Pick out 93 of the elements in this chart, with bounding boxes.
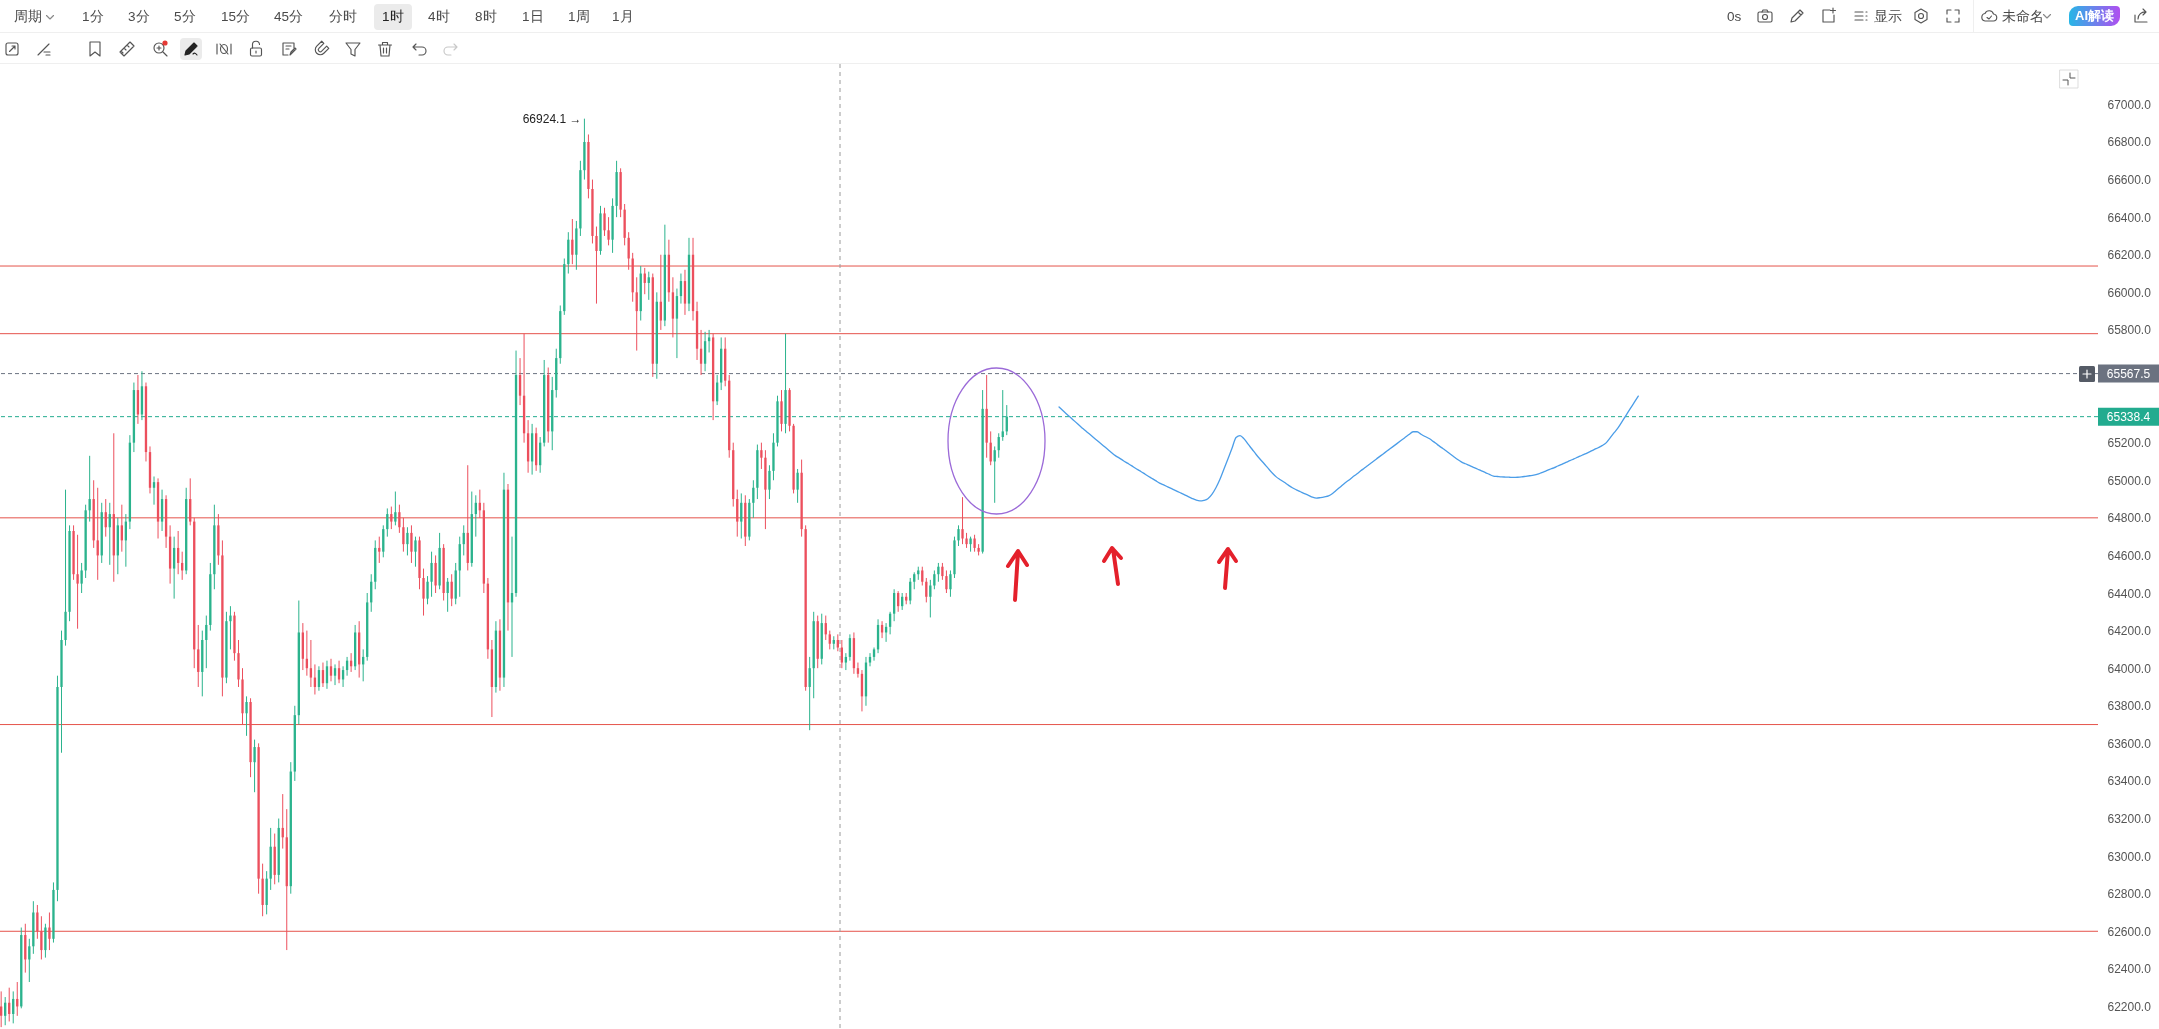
candlestick xyxy=(768,464,771,500)
candlestick xyxy=(430,551,433,598)
candlestick xyxy=(48,911,51,951)
y-tick-label: 62400.0 xyxy=(2107,962,2152,977)
candlestick xyxy=(309,639,313,688)
candlestick xyxy=(80,562,83,594)
y-tick-label: 64600.0 xyxy=(2107,548,2152,563)
ref-line-label: 65567.5 xyxy=(2106,366,2151,381)
candlestick xyxy=(595,226,598,305)
candlestick xyxy=(647,271,650,301)
y-tick-label: 62200.0 xyxy=(2107,999,2152,1014)
y-tick-label: 63400.0 xyxy=(2107,774,2152,789)
candlestick xyxy=(245,695,248,737)
candlestick xyxy=(945,569,948,594)
candlestick xyxy=(402,517,405,553)
text: 周期 xyxy=(14,8,42,26)
text: 显示 xyxy=(1874,8,1902,26)
y-tick-label: 63800.0 xyxy=(2107,699,2152,714)
text: AI解读 xyxy=(2069,6,2120,26)
text: 45分 xyxy=(274,8,304,26)
y-tick-label: 66000.0 xyxy=(2107,285,2152,300)
text: 8时 xyxy=(475,8,497,26)
candlestick xyxy=(40,915,43,960)
candlestick xyxy=(627,231,630,271)
candlestick xyxy=(933,569,936,590)
y-tick-label: 64200.0 xyxy=(2107,624,2152,639)
text: 0s xyxy=(1727,8,1742,26)
text: 分时 xyxy=(329,8,357,26)
text: 1月 xyxy=(612,8,634,26)
candlestick xyxy=(76,534,79,630)
y-tick-label: 65200.0 xyxy=(2107,436,2152,451)
candlestick xyxy=(868,652,872,667)
candlestick xyxy=(603,207,606,237)
candlestick xyxy=(921,566,924,586)
candlestick xyxy=(434,554,437,594)
y-tick-label: 65000.0 xyxy=(2107,473,2152,488)
candlestick xyxy=(426,575,429,605)
candlestick xyxy=(88,455,91,523)
line-series xyxy=(1058,395,1639,502)
candlestick xyxy=(390,506,393,530)
candlestick xyxy=(856,662,860,679)
text: 4时 xyxy=(428,8,450,26)
y-tick-label: 62800.0 xyxy=(2107,887,2152,902)
y-tick-label: 65800.0 xyxy=(2107,323,2152,338)
candlestick xyxy=(229,605,232,650)
annotation: 66924.1 → xyxy=(522,111,582,126)
ref-line-label: 65338.4 xyxy=(2106,409,2151,424)
candlestick xyxy=(253,739,256,793)
y-tick-label: 66400.0 xyxy=(2107,210,2152,225)
y-tick-label: 66200.0 xyxy=(2107,248,2152,263)
candlestick xyxy=(961,496,964,545)
candlestick xyxy=(410,524,413,564)
candlestick xyxy=(394,491,397,526)
y-tick-label: 66800.0 xyxy=(2107,135,2152,150)
candlestick xyxy=(152,476,156,506)
text: 5分 xyxy=(174,8,196,26)
text: 1周 xyxy=(568,8,590,26)
candlestick xyxy=(828,630,831,650)
candlestick xyxy=(780,389,783,432)
candlestick xyxy=(422,568,425,617)
text: 15分 xyxy=(221,8,251,26)
text: 未命名 xyxy=(2002,8,2044,26)
candlestick xyxy=(937,562,940,583)
y-tick-label: 67000.0 xyxy=(2107,97,2152,112)
candlestick xyxy=(0,990,3,1028)
text: 1时 xyxy=(374,4,412,30)
text: 1分 xyxy=(82,8,104,26)
text: 1日 xyxy=(522,8,544,26)
candlestick xyxy=(44,923,47,959)
y-tick-label: 62600.0 xyxy=(2107,924,2152,939)
y-tick-label: 66600.0 xyxy=(2107,173,2152,188)
y-tick-label: 63000.0 xyxy=(2107,849,2152,864)
candlestick xyxy=(949,569,952,598)
candlestick xyxy=(929,579,932,618)
candlestick xyxy=(398,504,401,534)
candlestick xyxy=(329,658,333,682)
candlestick xyxy=(957,524,960,547)
y-tick-label: 63600.0 xyxy=(2107,736,2152,751)
candlestick xyxy=(752,479,755,519)
candlestick xyxy=(760,442,763,470)
y-tick-label: 64000.0 xyxy=(2107,661,2152,676)
candlestick xyxy=(414,536,417,568)
y-tick-label: 63200.0 xyxy=(2107,812,2152,827)
y-tick-label: 64400.0 xyxy=(2107,586,2152,601)
candlestick xyxy=(571,218,574,265)
y-tick-label: 64800.0 xyxy=(2107,511,2152,526)
candlestick xyxy=(844,652,848,671)
candlestick xyxy=(607,216,610,246)
candlestick xyxy=(36,904,39,940)
candlestick xyxy=(406,526,409,556)
text: 3分 xyxy=(128,8,150,26)
candlestick xyxy=(796,468,799,504)
candlestick xyxy=(446,577,449,613)
